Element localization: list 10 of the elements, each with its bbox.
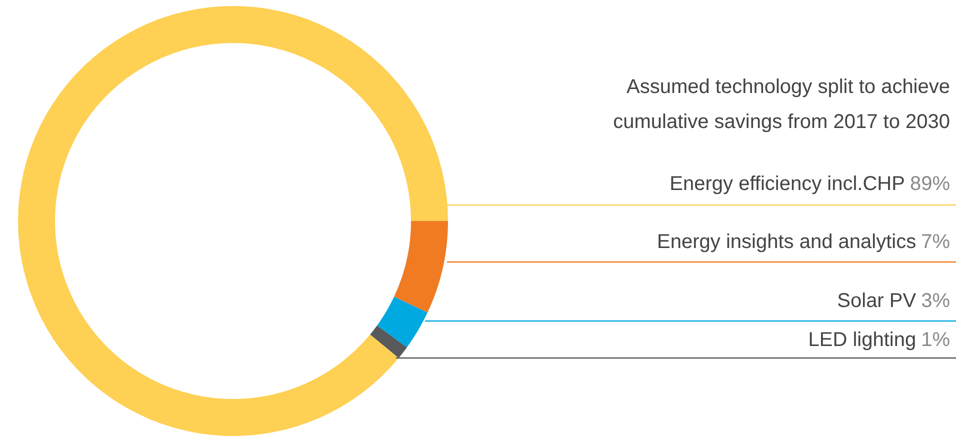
- slice-label: Energy efficiency incl.CHP: [670, 173, 905, 195]
- slice-label: Solar PV: [837, 290, 917, 312]
- data-label: 7%: [921, 231, 950, 253]
- slice-label: LED lighting: [808, 329, 916, 351]
- data-label: 89%: [910, 173, 950, 195]
- donut-slice: [394, 221, 448, 313]
- slice-label: Energy insights and analytics: [657, 231, 916, 253]
- data-label: 3%: [921, 290, 950, 312]
- text: Assumed technology split to achieve cumulative savings from 2017 to 2030: [613, 76, 950, 133]
- data-label: 1%: [921, 329, 950, 351]
